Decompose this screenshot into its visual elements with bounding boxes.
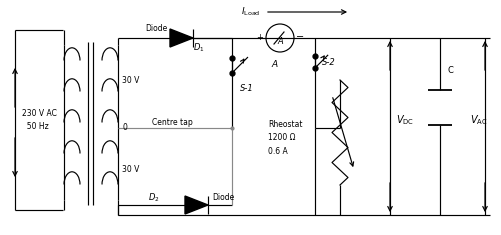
Text: Centre tap: Centre tap bbox=[152, 118, 193, 126]
Text: Diode: Diode bbox=[212, 193, 234, 203]
Polygon shape bbox=[185, 196, 208, 214]
Text: 230 V AC
  50 Hz: 230 V AC 50 Hz bbox=[22, 109, 57, 131]
Text: C: C bbox=[448, 66, 454, 74]
Text: $V_{\mathrm{AC}}$: $V_{\mathrm{AC}}$ bbox=[470, 113, 487, 127]
Text: S-2: S-2 bbox=[322, 58, 336, 67]
Text: Diode: Diode bbox=[145, 24, 167, 32]
Text: 30 V: 30 V bbox=[122, 165, 139, 175]
Text: $D_1$: $D_1$ bbox=[193, 42, 204, 54]
Text: $A$: $A$ bbox=[277, 35, 285, 46]
Text: +: + bbox=[256, 32, 263, 42]
Text: −: − bbox=[296, 32, 304, 42]
Text: $A$: $A$ bbox=[271, 58, 279, 69]
Text: Rheostat
1200 Ω
0.6 A: Rheostat 1200 Ω 0.6 A bbox=[268, 120, 303, 156]
Text: 30 V: 30 V bbox=[122, 75, 139, 85]
Text: S-1: S-1 bbox=[240, 83, 254, 93]
Text: $I_{\mathrm{Load}}$: $I_{\mathrm{Load}}$ bbox=[240, 6, 260, 18]
Polygon shape bbox=[170, 29, 193, 47]
Text: 0: 0 bbox=[122, 124, 127, 133]
Text: $V_{\mathrm{DC}}$: $V_{\mathrm{DC}}$ bbox=[396, 113, 414, 127]
Text: $D_2$: $D_2$ bbox=[148, 192, 160, 204]
